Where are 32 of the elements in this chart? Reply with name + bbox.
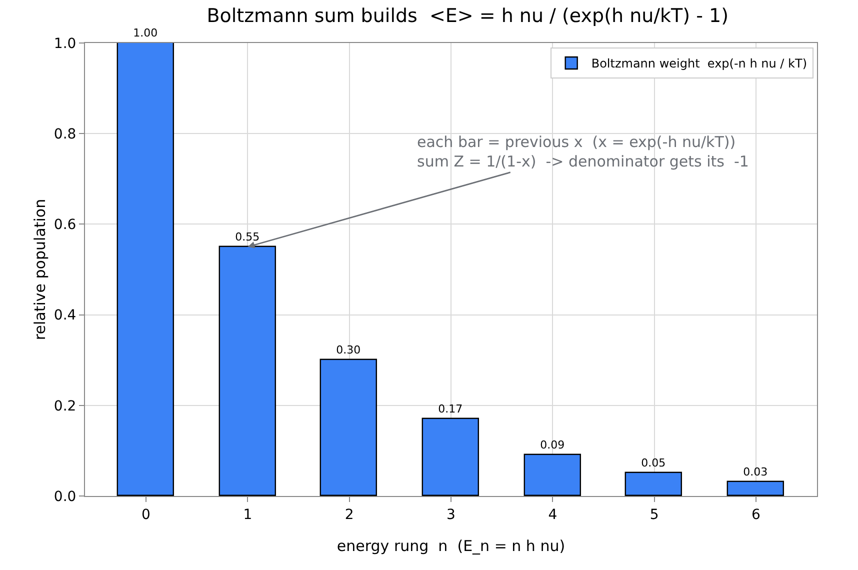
data-label: 1.00 (133, 26, 158, 40)
bar (624, 472, 682, 496)
data-label: 0.09 (540, 438, 565, 452)
x-tick-label: 5 (650, 506, 659, 523)
bar (218, 246, 276, 496)
x-tick-label: 3 (446, 506, 456, 523)
x-tick-label: 6 (752, 506, 761, 523)
y-tick-label: 0.0 (54, 488, 76, 505)
y-tick-label: 1.0 (54, 36, 76, 52)
annotation: each bar = previous x (x = exp(-h nu/kT)) sum Z = 1/(1-x) -> denominator gets its -1 (417, 133, 749, 170)
y-tick-label: 0.8 (54, 126, 76, 142)
x-tick-label: 1 (243, 506, 252, 523)
x-tick-label: 4 (548, 506, 558, 523)
data-label: 0.55 (235, 230, 260, 244)
y-tick-label: 0.2 (54, 398, 76, 414)
x-tick-label: 2 (344, 506, 354, 523)
chart-title: Boltzmann sum builds <E> = h nu / (exp(h nu/kT) - 1) (206, 4, 729, 27)
bar (524, 454, 581, 496)
bar (320, 358, 377, 496)
data-label: 0.30 (336, 343, 361, 356)
y-axis-title: relative population (31, 198, 49, 340)
y-tick-label: 0.4 (54, 308, 76, 324)
bar (726, 480, 784, 496)
data-label: 0.05 (641, 456, 666, 470)
legend-label: Boltzmann weight exp(-n h nu / kT) (591, 56, 807, 71)
y-tick-label: 0.6 (54, 217, 76, 234)
x-tick-label: 0 (142, 506, 150, 523)
data-label: 0.03 (743, 465, 768, 478)
data-label: 0.17 (438, 402, 463, 416)
bar (116, 43, 174, 496)
x-axis-title: energy rung n (E_n = n h nu) (336, 537, 566, 555)
bar (422, 418, 479, 496)
